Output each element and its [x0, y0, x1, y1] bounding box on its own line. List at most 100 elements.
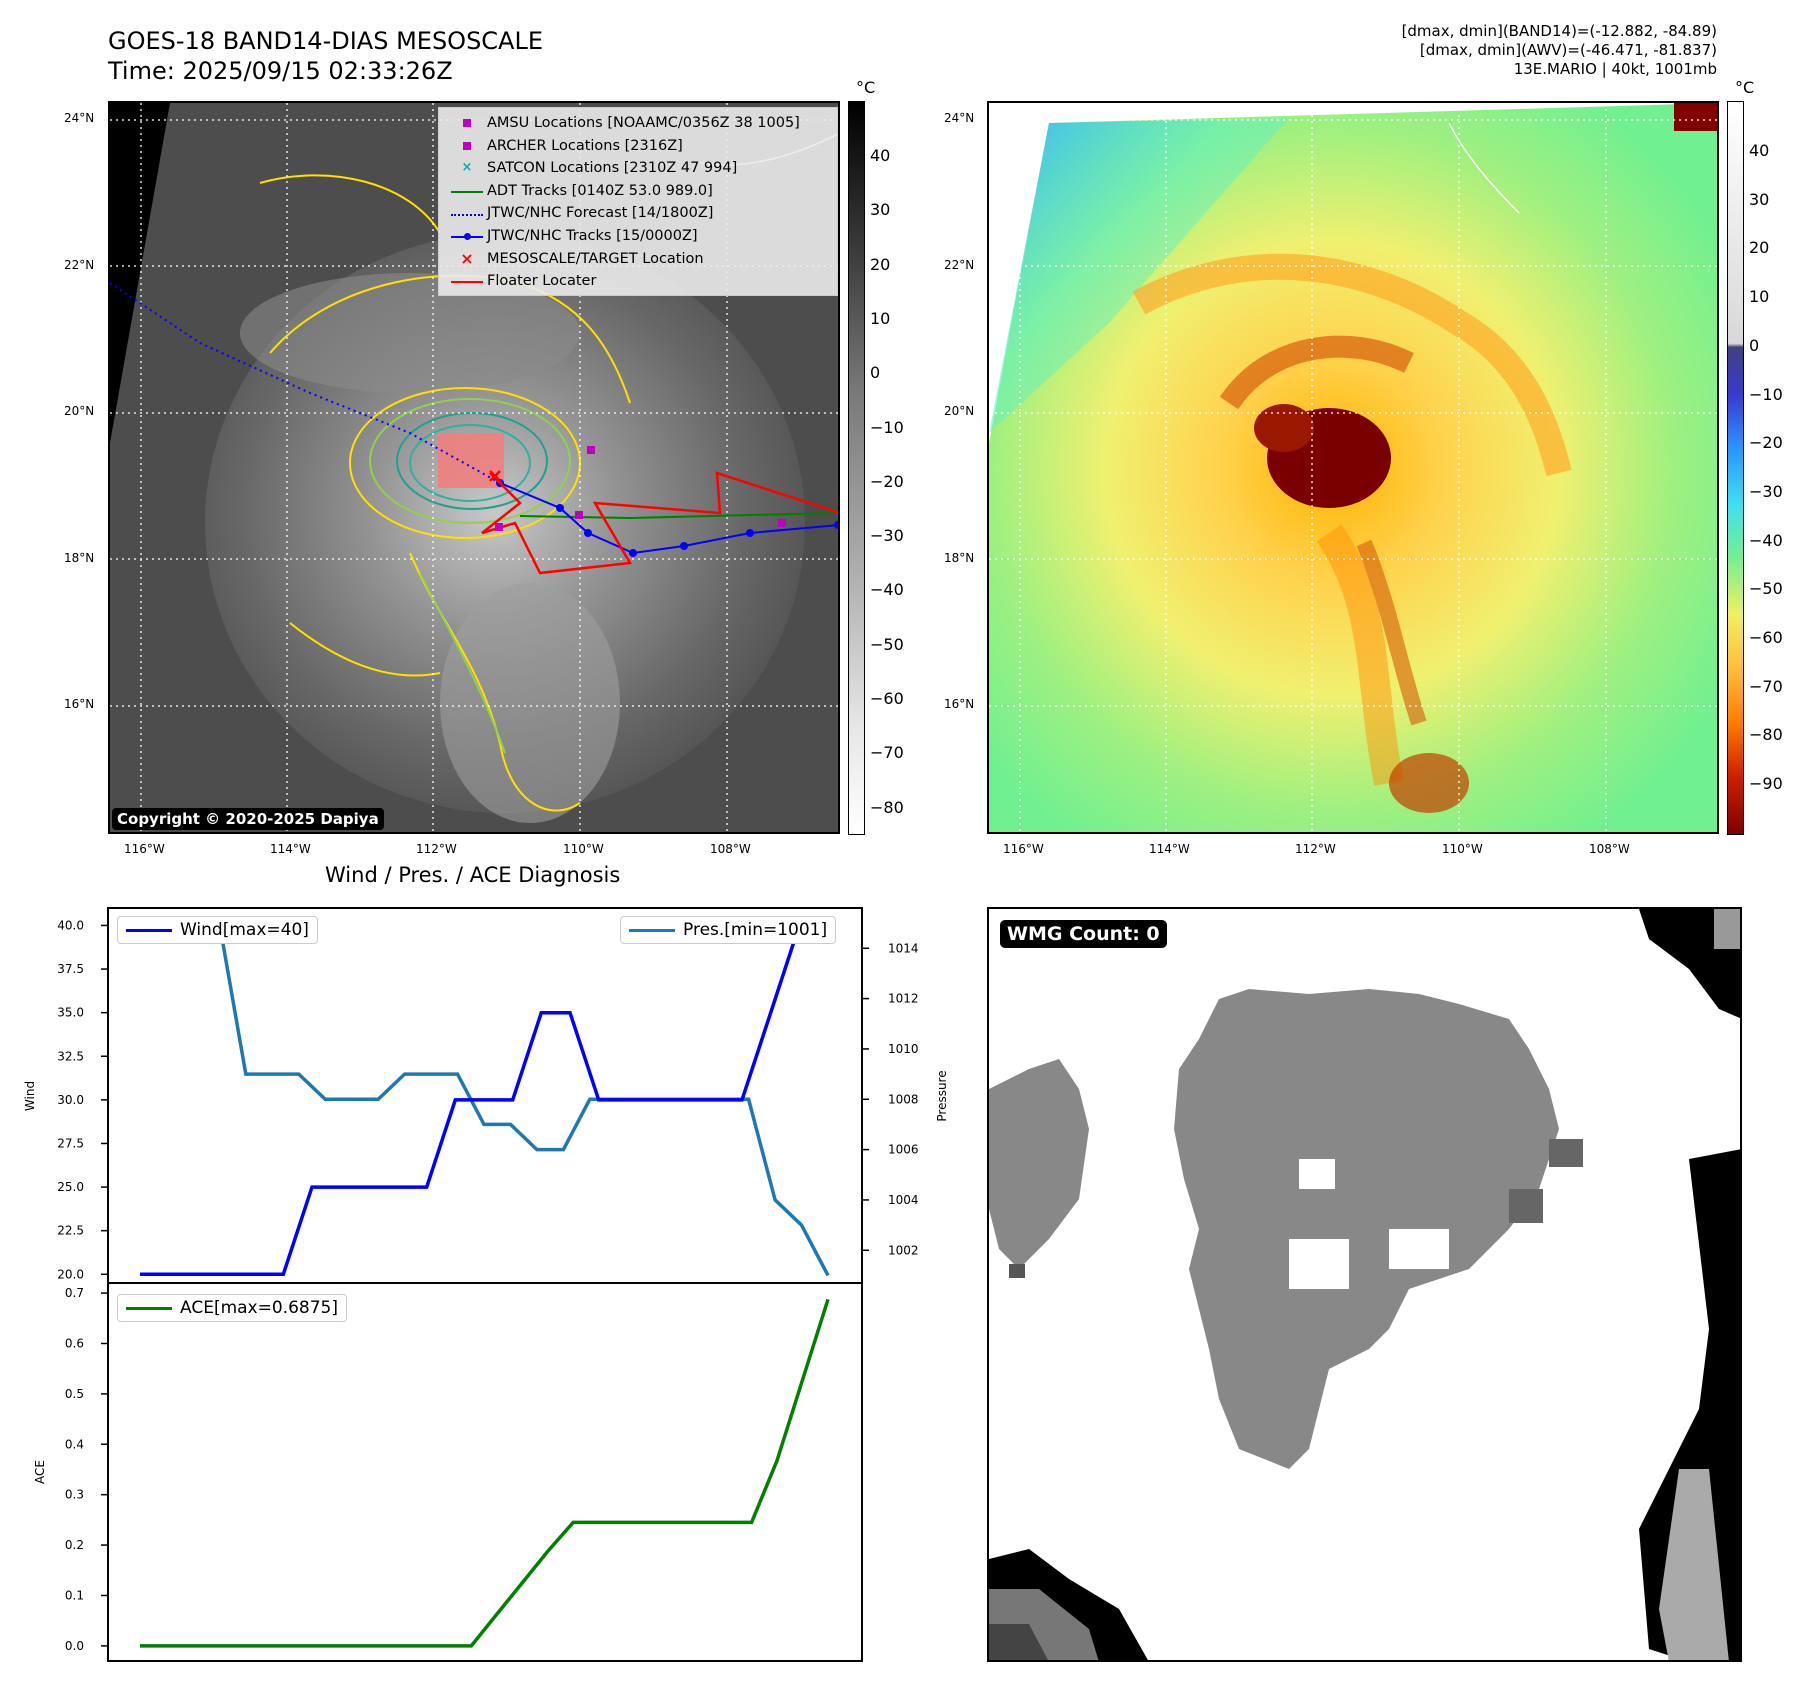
- lat-tick-20: 20°N: [64, 404, 95, 418]
- colorbar-2-tick: −10: [1749, 384, 1783, 404]
- colorbar-1-tick: 20: [870, 254, 891, 274]
- wind-axis-tick-label: 32.5: [57, 1049, 84, 1063]
- legend-archer: ARCHER Locations [2316Z]: [447, 135, 829, 158]
- colorbar-2-tick: −50: [1749, 579, 1783, 599]
- lat-tick-16-b: 16°N: [944, 697, 975, 711]
- legend-adt: ADT Tracks [0140Z 53.0 989.0]: [447, 180, 829, 203]
- colorbar-1-tick: −60: [870, 689, 904, 708]
- wmg-count-badge: WMG Count: 0: [1000, 920, 1167, 948]
- colorbar-1: [848, 101, 865, 835]
- pressure-axis-tick-label: 1014: [888, 941, 919, 955]
- lon-tick-114: 114°W: [270, 842, 311, 856]
- wind-legend: Wind[max=40]: [117, 916, 318, 944]
- lat-tick-16: 16°N: [64, 697, 95, 711]
- lat-tick-18: 18°N: [64, 551, 95, 565]
- lat-tick-20-b: 20°N: [944, 404, 975, 418]
- wind-axis-tick-label: 40.0: [57, 918, 84, 932]
- title-line-2: Time: 2025/09/15 02:33:26Z: [108, 57, 453, 85]
- ace-axis-tick-label: 0.2: [65, 1538, 84, 1552]
- lon-tick-112: 112°W: [416, 842, 457, 856]
- ace-legend: ACE[max=0.6875]: [117, 1294, 347, 1322]
- copyright-badge: Copyright © 2020-2025 Dapiya: [112, 808, 384, 830]
- colorbar-2-tick: −20: [1749, 433, 1783, 453]
- storm-summary: 13E.MARIO | 40kt, 1001mb: [1513, 60, 1717, 78]
- ace-axis-tick-label: 0.3: [65, 1488, 84, 1502]
- colorbar-1-tick: 0: [870, 363, 881, 383]
- lon-tick-110: 110°W: [563, 842, 604, 856]
- colorbar-1-tick: −40: [870, 580, 904, 600]
- lon-tick-108: 108°W: [710, 842, 751, 856]
- colorbar-1-tick: −10: [870, 417, 904, 437]
- pressure-axis-tick-label: 1008: [888, 1092, 919, 1106]
- lon-tick-108-b: 108°W: [1589, 842, 1630, 856]
- colorbar-2-tick: 30: [1749, 189, 1770, 209]
- colorbar-2-tick: 20: [1749, 238, 1770, 258]
- lat-tick-24: 24°N: [64, 111, 95, 125]
- pressure-axis-tick-label: 1002: [888, 1243, 919, 1257]
- ace-axis-tick-label: 0.1: [65, 1588, 84, 1602]
- ace-series-line: [140, 1298, 830, 1648]
- colorbar-1-tick: 30: [870, 200, 891, 220]
- lat-tick-22-b: 22°N: [944, 258, 975, 272]
- legend-floater: Floater Locater: [447, 270, 829, 293]
- pressure-axis-label: Pressure: [935, 1070, 949, 1121]
- storm-info: [dmax, dmin](BAND14)=(-12.882, -84.89) […: [1402, 22, 1717, 79]
- colorbar-1-tick: −30: [870, 526, 904, 546]
- legend-target: × MESOSCALE/TARGET Location: [460, 248, 704, 268]
- legend-forecast: JTWC/NHC Forecast [14/1800Z]: [447, 202, 829, 225]
- wind-axis-tick-label: 35.0: [57, 1006, 84, 1020]
- ir-map-panel: AMSU Locations [NOAAMC/0356Z 38 1005] AR…: [108, 101, 840, 834]
- colorbar-1-unit: °C: [856, 78, 876, 97]
- colorbar-2-unit: °C: [1735, 78, 1755, 97]
- pressure-axis-tick-label: 1006: [888, 1143, 919, 1157]
- ace-axis-tick-label: 0.0: [65, 1639, 84, 1653]
- ace-axis-tick-label: 0.7: [65, 1286, 84, 1300]
- ace-axis-tick-label: 0.4: [65, 1437, 84, 1451]
- band14-range: [dmax, dmin](BAND14)=(-12.882, -84.89): [1401, 22, 1717, 40]
- wind-axis-tick-label: 27.5: [57, 1136, 84, 1150]
- colorbar-1-tick: −80: [870, 797, 904, 817]
- title-line-1: GOES-18 BAND14-DIAS MESOSCALE: [108, 27, 544, 55]
- diagnosis-title: Wind / Pres. / ACE Diagnosis: [325, 863, 621, 887]
- lat-tick-24-b: 24°N: [944, 111, 975, 125]
- legend-amsu: AMSU Locations [NOAAMC/0356Z 38 1005]: [447, 112, 829, 135]
- colorbar-2-tick: −40: [1749, 530, 1783, 550]
- pressure-axis-tick-label: 1012: [888, 992, 919, 1006]
- colorbar-2-tick: −80: [1749, 725, 1783, 745]
- colorbar-2-tick: −90: [1749, 774, 1783, 794]
- wmg-image: [989, 909, 1740, 1660]
- pressure-axis-tick-label: 1004: [888, 1193, 919, 1207]
- colorbar-2-tick: −30: [1749, 481, 1783, 501]
- wind-series-line: [140, 923, 828, 1277]
- wmg-panel: WMG Count: 0: [987, 907, 1742, 1662]
- awv-range: [dmax, dmin](AWV)=(-46.471, -81.837): [1419, 41, 1717, 59]
- lat-tick-22: 22°N: [64, 258, 95, 272]
- lat-tick-18-b: 18°N: [944, 551, 975, 565]
- figure-title: GOES-18 BAND14-DIAS MESOSCALE Time: 2025…: [108, 26, 543, 86]
- lon-tick-116: 116°W: [124, 842, 165, 856]
- lon-tick-116-b: 116°W: [1003, 842, 1044, 856]
- wind-axis-tick-label: 20.0: [57, 1267, 84, 1281]
- pressure-axis-tick-label: 1010: [888, 1042, 919, 1056]
- wind-axis-tick-label: 25.0: [57, 1180, 84, 1194]
- colorbar-1-tick: −50: [870, 634, 904, 654]
- ace-axis-tick-label: 0.5: [65, 1387, 84, 1401]
- wind-axis-tick-label: 37.5: [57, 962, 84, 976]
- colorbar-2-tick: 10: [1749, 287, 1770, 307]
- legend-tracks: JTWC/NHC Tracks [15/0000Z]: [447, 225, 829, 248]
- lon-tick-112-b: 112°W: [1295, 842, 1336, 856]
- wind-axis-label: Wind: [23, 1081, 37, 1111]
- awv-map-image: [989, 103, 1717, 832]
- colorbar-2: [1727, 101, 1744, 835]
- map-legend: AMSU Locations [NOAAMC/0356Z 38 1005] AR…: [438, 107, 838, 296]
- wind-axis-tick-label: 30.0: [57, 1093, 84, 1107]
- colorbar-2-tick: −60: [1749, 628, 1783, 647]
- awv-map-panel: [987, 101, 1719, 834]
- pressure-legend: Pres.[min=1001]: [620, 916, 837, 944]
- colorbar-2-tick: 0: [1749, 335, 1760, 355]
- colorbar-1-tick: −20: [870, 471, 904, 491]
- lon-tick-110-b: 110°W: [1442, 842, 1483, 856]
- ace-axis-label: ACE: [33, 1460, 47, 1484]
- colorbar-1-tick: −70: [870, 743, 904, 763]
- colorbar-2-tick: −70: [1749, 676, 1783, 696]
